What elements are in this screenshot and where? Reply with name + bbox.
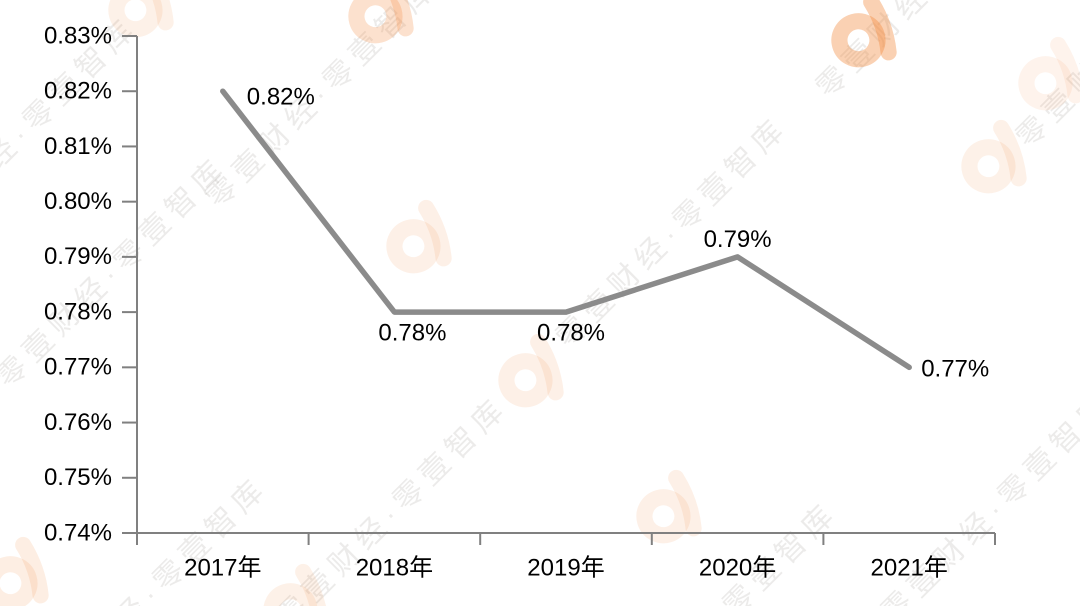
x-category-label: 2020年 xyxy=(699,554,776,581)
data-label: 0.79% xyxy=(704,226,772,253)
y-tick-label: 0.76% xyxy=(44,409,112,436)
y-tick-label: 0.79% xyxy=(44,243,112,270)
y-tick-label: 0.77% xyxy=(44,354,112,381)
data-label: 0.78% xyxy=(537,319,605,346)
y-tick-label: 0.78% xyxy=(44,298,112,325)
x-category-label: 2021年 xyxy=(871,554,948,581)
y-tick-label: 0.82% xyxy=(44,78,112,105)
data-label: 0.77% xyxy=(921,356,989,383)
y-tick-label: 0.81% xyxy=(44,133,112,160)
x-category-label: 2017年 xyxy=(184,554,261,581)
y-tick-label: 0.83% xyxy=(44,22,112,49)
y-tick-label: 0.80% xyxy=(44,188,112,215)
data-label: 0.78% xyxy=(378,319,446,346)
x-category-label: 2019年 xyxy=(527,554,604,581)
x-category-label: 2018年 xyxy=(356,554,433,581)
trend-line xyxy=(220,88,912,371)
y-tick-label: 0.75% xyxy=(44,464,112,491)
y-tick-label: 0.74% xyxy=(44,519,112,546)
data-label: 0.82% xyxy=(247,84,315,111)
